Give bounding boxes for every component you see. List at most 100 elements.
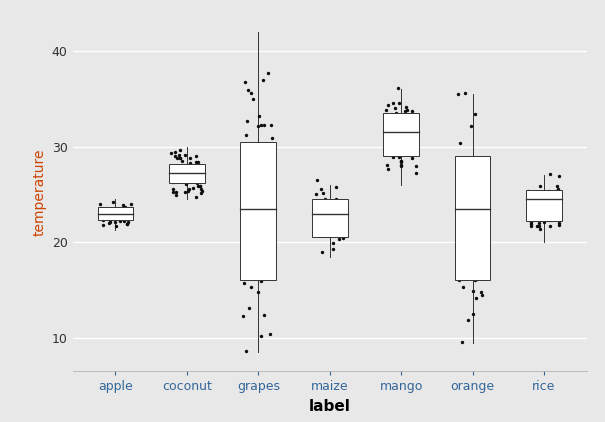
Point bbox=[241, 132, 250, 138]
Point bbox=[119, 214, 129, 221]
Point bbox=[241, 223, 250, 230]
Point bbox=[167, 169, 177, 176]
Point bbox=[396, 122, 405, 129]
Point bbox=[529, 201, 538, 208]
Point bbox=[395, 133, 405, 140]
Point bbox=[538, 189, 548, 196]
Point bbox=[108, 206, 117, 212]
Point bbox=[181, 173, 191, 179]
Point bbox=[483, 195, 493, 202]
Point bbox=[526, 199, 536, 206]
Bar bbox=[169, 164, 204, 183]
Point bbox=[319, 217, 329, 224]
Point bbox=[552, 183, 562, 189]
Point bbox=[396, 162, 406, 169]
Point bbox=[99, 214, 108, 220]
Point bbox=[409, 130, 419, 137]
Point bbox=[193, 161, 203, 168]
Point bbox=[383, 102, 393, 108]
Point bbox=[264, 209, 273, 216]
Point bbox=[479, 193, 489, 200]
Point bbox=[478, 188, 488, 195]
Point bbox=[475, 227, 485, 233]
Point bbox=[253, 211, 263, 218]
Point bbox=[191, 152, 201, 159]
Point bbox=[551, 195, 560, 201]
Point bbox=[256, 121, 266, 128]
Point bbox=[258, 76, 267, 83]
Point bbox=[118, 201, 128, 208]
Point bbox=[538, 200, 548, 207]
Point bbox=[105, 209, 114, 216]
Point bbox=[473, 214, 483, 221]
Point bbox=[479, 247, 489, 254]
Point bbox=[191, 159, 201, 165]
Point bbox=[185, 159, 195, 166]
Point bbox=[410, 126, 419, 133]
Point bbox=[454, 276, 464, 283]
Point bbox=[242, 179, 252, 186]
Point bbox=[314, 208, 324, 215]
Point bbox=[458, 284, 468, 290]
Point bbox=[481, 162, 491, 169]
Point bbox=[554, 219, 564, 226]
Point bbox=[411, 163, 421, 170]
Point bbox=[101, 211, 111, 218]
Point bbox=[397, 158, 407, 165]
Point bbox=[267, 121, 276, 128]
Point bbox=[243, 228, 252, 235]
Point bbox=[319, 222, 329, 229]
Point bbox=[459, 187, 469, 194]
Point bbox=[538, 206, 548, 212]
Point bbox=[456, 139, 465, 146]
Point bbox=[264, 185, 273, 192]
Point bbox=[187, 174, 197, 181]
Point bbox=[338, 218, 347, 225]
Point bbox=[399, 123, 408, 130]
Point bbox=[104, 219, 114, 226]
Point bbox=[534, 206, 543, 213]
Point bbox=[466, 197, 476, 204]
Point bbox=[541, 211, 551, 218]
Point bbox=[382, 138, 392, 145]
Bar bbox=[384, 113, 419, 156]
Point bbox=[325, 213, 335, 220]
Point bbox=[469, 273, 479, 280]
Point bbox=[387, 141, 397, 148]
Point bbox=[543, 193, 553, 200]
Point bbox=[466, 198, 476, 205]
Point bbox=[463, 249, 473, 256]
Point bbox=[188, 172, 197, 179]
Point bbox=[247, 284, 257, 290]
Point bbox=[243, 185, 252, 192]
Point bbox=[263, 70, 273, 77]
Point bbox=[336, 227, 345, 233]
Point bbox=[126, 201, 136, 208]
Point bbox=[191, 173, 200, 180]
Point bbox=[454, 195, 463, 202]
Point bbox=[180, 165, 189, 171]
Point bbox=[192, 167, 201, 174]
Point bbox=[525, 214, 534, 221]
Point bbox=[122, 221, 132, 227]
Point bbox=[470, 166, 480, 173]
Point bbox=[118, 207, 128, 214]
Point bbox=[409, 142, 419, 149]
Point bbox=[241, 172, 251, 179]
Point bbox=[242, 118, 252, 125]
Point bbox=[247, 156, 257, 162]
Point bbox=[540, 198, 549, 205]
Point bbox=[263, 149, 272, 155]
Point bbox=[175, 146, 185, 153]
Point bbox=[538, 189, 548, 196]
Point bbox=[330, 227, 340, 233]
Point bbox=[183, 173, 192, 180]
Point bbox=[114, 214, 124, 220]
Point bbox=[258, 230, 267, 237]
Point bbox=[397, 131, 407, 138]
Point bbox=[382, 117, 391, 124]
Point bbox=[402, 123, 412, 130]
Point bbox=[544, 206, 554, 213]
Point bbox=[478, 163, 488, 170]
Point bbox=[382, 161, 392, 168]
